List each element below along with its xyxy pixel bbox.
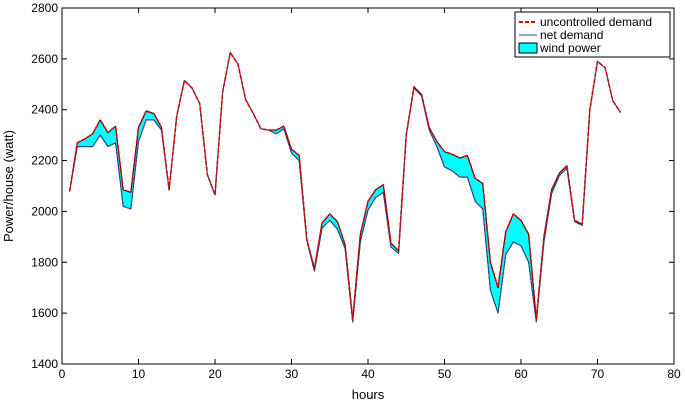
legend: uncontrolled demand net demand wind powe…: [514, 11, 671, 58]
x-tick-label: 40: [361, 367, 375, 381]
y-axis-title: Power/house (watt): [1, 130, 16, 242]
y-tick-label: 2400: [31, 103, 58, 117]
x-tick-label: 80: [667, 367, 681, 381]
uncontrolled-demand-line: [68, 51, 622, 321]
y-tick-label: 2200: [31, 154, 58, 168]
legend-label-wind-power: wind power: [539, 41, 601, 55]
x-tick-label: 10: [132, 367, 146, 381]
y-tick-label: 1800: [31, 255, 58, 269]
y-tick-label: 1600: [31, 306, 58, 320]
legend-label-net-demand: net demand: [540, 28, 603, 42]
x-tick-label: 20: [208, 367, 222, 381]
x-tick-label: 0: [59, 367, 66, 381]
plot-frame: [61, 7, 675, 365]
legend-swatch-wind-power: [518, 42, 538, 54]
x-tick-label: 60: [514, 367, 528, 381]
series-lines-layer: [68, 51, 622, 323]
x-axis-title: hours: [352, 387, 385, 402]
net-demand-line: [69, 52, 621, 323]
wind-power-area-layer: [69, 52, 621, 323]
legend-label-uncontrolled-demand: uncontrolled demand: [540, 15, 652, 29]
legend-box: [514, 11, 671, 58]
y-tick-label: 2800: [31, 1, 58, 15]
y-tick-label: 2600: [31, 52, 58, 66]
x-tick-label: 50: [438, 367, 452, 381]
y-tick-label: 1400: [31, 357, 58, 371]
x-tick-label: 30: [285, 367, 299, 381]
wind-power-area: [69, 52, 621, 323]
ticks-layer: 0 10 20 30 40 50 60 70 80 1400 1600 1800 2000 2200 240…: [31, 1, 681, 381]
x-tick-label: 70: [591, 367, 605, 381]
y-tick-label: 2000: [31, 204, 58, 218]
